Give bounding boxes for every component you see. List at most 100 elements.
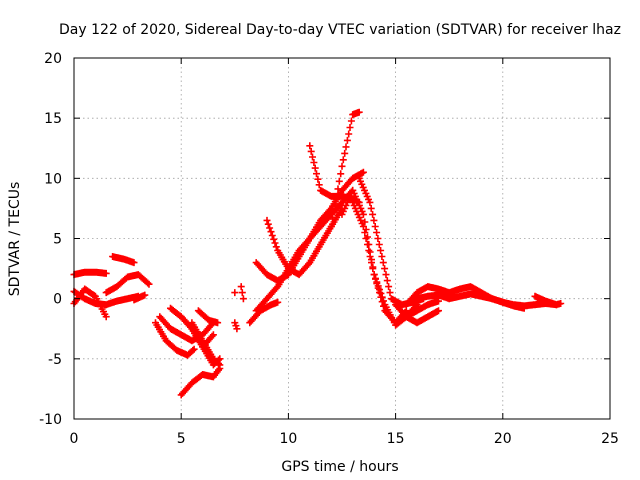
- data-point: [83, 297, 86, 300]
- series-track-14: [231, 289, 241, 333]
- data-point: [458, 287, 462, 291]
- data-point: [383, 303, 387, 306]
- data-point: [394, 323, 397, 327]
- data-point: [132, 261, 136, 264]
- data-point: [197, 309, 200, 312]
- series-track-7: [152, 319, 198, 359]
- data-point: [259, 309, 262, 312]
- x-tick-label: 25: [601, 431, 619, 447]
- data-point: [340, 165, 344, 168]
- data-point: [559, 302, 562, 305]
- data-point: [255, 309, 258, 312]
- data-point: [201, 373, 204, 376]
- data-point: [94, 295, 97, 298]
- y-tick-label: 15: [44, 111, 62, 127]
- axis-ticks: 0 5 10 15 20 25 -10 -5 0 5 10 15 20: [39, 51, 619, 447]
- data-point: [308, 237, 311, 240]
- data-point: [233, 321, 236, 324]
- data-point: [201, 339, 204, 342]
- data-point: [437, 293, 440, 297]
- data-point: [212, 357, 215, 360]
- data-point: [126, 275, 129, 279]
- data-point: [437, 287, 440, 291]
- series-track-29: [531, 292, 560, 309]
- data-point: [216, 321, 219, 324]
- data-point: [105, 303, 108, 306]
- data-point: [190, 381, 194, 385]
- data-point: [351, 177, 354, 180]
- x-tick-label: 5: [177, 431, 186, 447]
- data-point: [426, 303, 429, 306]
- data-point: [165, 339, 168, 342]
- series-track-19: [252, 186, 357, 285]
- data-point: [297, 255, 301, 258]
- data-point: [330, 213, 333, 216]
- data-point: [351, 201, 354, 204]
- series-trace: [237, 283, 247, 303]
- data-point: [242, 297, 245, 300]
- data-point: [448, 297, 451, 300]
- series-track-21: [327, 108, 363, 230]
- data-point: [180, 315, 183, 318]
- data-point: [490, 297, 494, 300]
- series-track-25: [392, 297, 442, 321]
- series-track-12: [177, 365, 224, 399]
- data-point: [83, 271, 86, 274]
- data-point: [426, 315, 429, 318]
- data-point: [373, 273, 376, 276]
- x-axis-label: GPS time / hours: [281, 459, 398, 475]
- series-track-23: [349, 198, 421, 329]
- data-point: [147, 283, 151, 286]
- series-track-16: [246, 298, 282, 327]
- data-point: [362, 225, 365, 228]
- data-point: [330, 207, 333, 210]
- data-point: [287, 273, 290, 276]
- x-tick-label: 20: [494, 431, 512, 447]
- data-point: [94, 271, 97, 274]
- data-point: [351, 113, 354, 116]
- data-point: [426, 285, 429, 288]
- data-point: [415, 297, 419, 300]
- data-point: [126, 297, 129, 300]
- data-point: [533, 295, 537, 298]
- data-point: [218, 367, 221, 370]
- gridlines: [74, 58, 610, 419]
- y-tick-label: 5: [53, 232, 62, 248]
- data-point: [270, 303, 273, 306]
- data-point: [330, 225, 333, 228]
- data-point: [276, 285, 279, 288]
- data-point: [469, 292, 472, 296]
- data-point: [368, 201, 372, 204]
- data-point: [533, 303, 537, 306]
- data-point: [415, 309, 419, 312]
- data-point: [319, 189, 322, 192]
- data-point: [358, 111, 361, 114]
- data-point: [405, 315, 408, 318]
- data-point: [255, 261, 258, 264]
- data-point: [308, 144, 311, 147]
- data-point: [276, 249, 279, 252]
- data-point: [340, 213, 344, 216]
- data-point: [319, 219, 322, 222]
- data-point: [105, 291, 108, 294]
- data-point: [358, 177, 361, 180]
- series-track-18: [263, 204, 346, 279]
- data-point: [111, 255, 114, 258]
- data-point: [458, 295, 462, 298]
- y-tick-label: 20: [44, 51, 62, 67]
- data-point: [523, 307, 526, 310]
- data-point: [105, 315, 108, 318]
- data-point: [158, 315, 161, 318]
- data-point: [137, 273, 140, 276]
- data-point: [405, 303, 408, 306]
- data-point: [340, 195, 344, 198]
- data-series: [70, 108, 565, 399]
- series-trace: [177, 365, 224, 399]
- x-tick-label: 15: [387, 431, 405, 447]
- data-point: [105, 272, 108, 275]
- series-track-1: [70, 268, 110, 279]
- data-point: [555, 303, 558, 306]
- data-point: [437, 299, 440, 303]
- data-point: [480, 295, 483, 298]
- data-point: [180, 333, 183, 336]
